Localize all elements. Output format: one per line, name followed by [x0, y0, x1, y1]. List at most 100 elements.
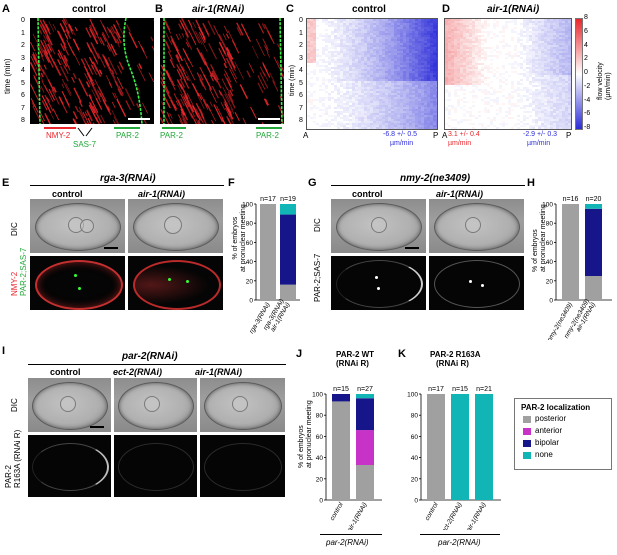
ytick-label: 1: [299, 29, 303, 37]
panel-i-row2: PAR-2 R163A (RNAi R): [4, 430, 22, 488]
bar-segment-posterior: [356, 465, 374, 500]
panel-c-x-right: P: [433, 131, 439, 140]
y-tick-label: 20: [316, 476, 324, 483]
y-tick-label: 20: [246, 278, 254, 285]
panel-d-x-right: P: [566, 131, 572, 140]
ytick-label: 6: [21, 92, 25, 99]
chart-j: 0 20 40 60 80 100 n=15 control n=27 air-1(RNAi): [312, 386, 382, 530]
panel-c-x-left: A: [303, 131, 309, 140]
y-tick-label: 0: [249, 298, 253, 305]
panel-f-letter: F: [228, 177, 235, 189]
ytick-label: 6: [299, 92, 303, 99]
panel-g-col2: air-1(RNAi): [436, 189, 484, 199]
bar-segment-posterior: [260, 204, 276, 300]
panel-c-flow-unit: µm/min: [390, 140, 414, 147]
ytick-label: 0: [21, 17, 25, 24]
colorbar-label: flow velocity (µm/min): [597, 62, 613, 100]
y-tick-label: 20: [411, 476, 419, 483]
localization-legend: PAR-2 localization posterior anterior bipo…: [514, 398, 612, 470]
i-dic-air1: [200, 378, 285, 432]
bar-segment-bipolar: [356, 398, 374, 431]
panel-i-col1: control: [50, 367, 81, 377]
panel-i-row1: DIC: [10, 398, 19, 412]
ytick-label: 8: [299, 117, 303, 124]
g-fluo-control: [331, 256, 426, 310]
g-fluo-air1: [429, 256, 524, 310]
marker-sas7: SAS-7: [73, 140, 97, 149]
y-tick-label: 100: [407, 392, 418, 399]
panel-b-letter: B: [155, 3, 163, 15]
panel-k-letter: K: [398, 348, 406, 360]
scale-bar: [405, 247, 419, 249]
legend-label-posterior: posterior: [535, 414, 567, 423]
category-label: ect-2(RNAi): [441, 502, 464, 531]
ytick-label: 3: [21, 54, 25, 62]
y-tick-label: 100: [242, 202, 253, 209]
panel-k-title-2: (RNAi R): [436, 359, 469, 368]
panel-g-row1: DIC: [313, 218, 322, 232]
ytick-label: 7: [21, 104, 25, 112]
y-tick-label: 60: [246, 240, 254, 247]
bar-segment-none: [475, 394, 493, 500]
y-tick-label: 40: [411, 455, 419, 462]
colorbar-tick: -6: [584, 110, 591, 118]
flow-heatmap-control-image: [307, 19, 437, 129]
y-tick-label: 100: [312, 392, 323, 399]
ytick-label: 3: [299, 54, 303, 62]
g-dic-air1: [429, 199, 524, 253]
bar-segment-posterior: [427, 394, 445, 500]
bar-segment-posterior: [562, 204, 579, 300]
y-tick-label: 80: [546, 221, 554, 228]
kymograph-air1-image: [160, 18, 284, 124]
panel-i-header-rule: [28, 364, 286, 365]
colorbar-tick: -2: [584, 82, 591, 90]
panel-g-row2: PAR-2;SAS-7: [313, 253, 322, 302]
kymograph-control-image: [30, 18, 154, 124]
panel-e-letter: E: [2, 177, 10, 189]
panel-g-letter: G: [308, 177, 317, 189]
panel-e-row1: DIC: [10, 222, 19, 236]
bar-segment-none: [451, 394, 469, 500]
panel-c-title: control: [352, 4, 386, 15]
i-dic-control: [28, 378, 111, 432]
panel-b-title: air-1(RNAi): [192, 4, 245, 15]
bar-segment-bipolar: [332, 394, 350, 402]
g-dic-control: [331, 199, 426, 253]
panel-k-footer: par-2(RNAi): [438, 538, 481, 547]
chart-k: 0 20 40 60 80 100 n=17 control n=15 ect-2(RNAi) n=…: [407, 386, 501, 531]
panel-d-x-left: A: [442, 131, 448, 140]
colorbar-tick: 0: [584, 69, 588, 76]
y-tick-label: 80: [316, 413, 324, 420]
ytick-label: 1: [21, 29, 25, 37]
scale-bar: [104, 247, 118, 249]
bar-count-label: n=27: [357, 386, 373, 393]
bar-segment-posterior: [280, 284, 296, 300]
colorbar-tick: 6: [584, 27, 588, 35]
scale-bar: [90, 426, 104, 428]
colorbar-tick: 2: [584, 55, 588, 63]
legend-swatch-posterior: [523, 416, 531, 423]
i-dic-ect2: [114, 378, 197, 432]
panel-i-col2: ect-2(RNAi): [113, 367, 163, 377]
bar-count-label: n=17: [428, 386, 444, 393]
ytick-label: 2: [299, 42, 303, 49]
y-tick-label: 0: [549, 298, 553, 305]
panel-k-footer-rule: [420, 534, 500, 535]
panel-g-col1: control: [352, 189, 383, 199]
panel-i-header: par-2(RNAi): [122, 351, 178, 362]
colorbar-label-text: flow velocity (µm/min): [597, 62, 612, 100]
panel-g-header-rule: [331, 185, 525, 186]
bar-count-label: n=21: [476, 386, 492, 393]
ytick-label: 5: [21, 79, 25, 87]
legend-swatch-none: [523, 452, 531, 459]
y-tick-label: 40: [546, 259, 554, 266]
category-label: air-1(RNAi): [465, 502, 487, 531]
y-tick-label: 0: [414, 498, 418, 505]
i-fluo-air1: [200, 435, 285, 497]
flow-heatmap-air1-image: [445, 19, 571, 129]
i-fluo-ect2: [114, 435, 197, 497]
panel-j-title-2: (RNAi R): [336, 359, 369, 368]
legend-label-none: none: [535, 450, 553, 459]
colorbar-tick: -8: [584, 124, 591, 131]
y-tick-label: 80: [411, 413, 419, 420]
